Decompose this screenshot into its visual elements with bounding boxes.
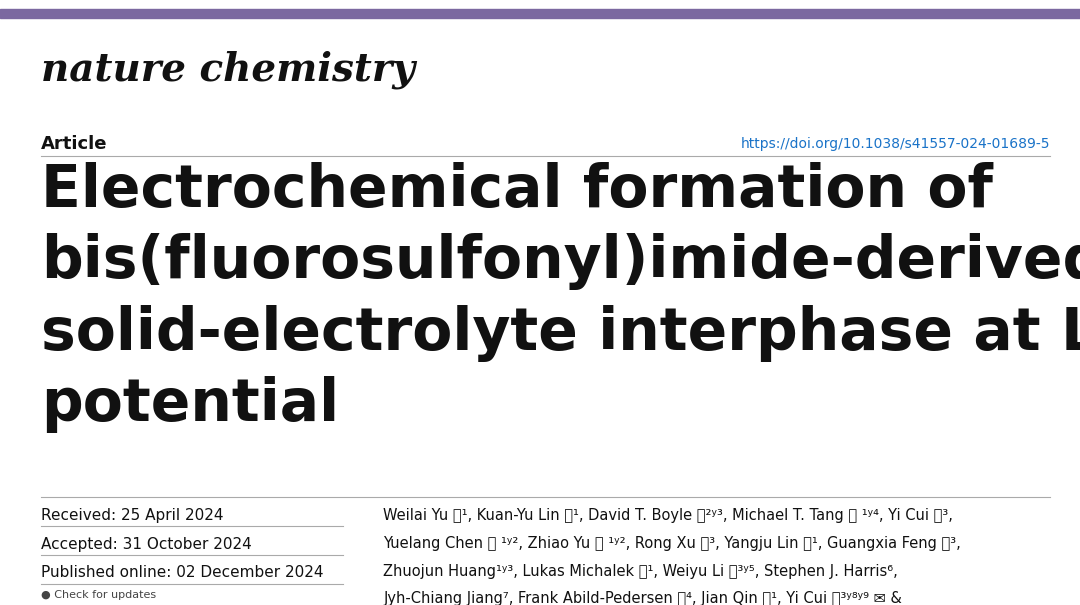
Text: Weilai Yu ⓘ¹, Kuan-Yu Lin ⓘ¹, David T. Boyle ⓘ²ʸ³, Michael T. Tang ⓘ ¹ʸ⁴, Yi Cui: Weilai Yu ⓘ¹, Kuan-Yu Lin ⓘ¹, David T. B… [383, 508, 954, 523]
Text: Article: Article [41, 135, 108, 153]
Text: Jyh-Chiang Jiang⁷, Frank Abild-Pedersen ⓘ⁴, Jian Qin ⓘ¹, Yi Cui ⓘ³ʸ⁸ʸ⁹ ✉ &: Jyh-Chiang Jiang⁷, Frank Abild-Pedersen … [383, 592, 902, 605]
Text: solid-electrolyte interphase at Li-metal: solid-electrolyte interphase at Li-metal [41, 305, 1080, 362]
Text: Received: 25 April 2024: Received: 25 April 2024 [41, 508, 224, 523]
Text: nature chemistry: nature chemistry [41, 50, 415, 89]
Text: Zhuojun Huang¹ʸ³, Lukas Michalek ⓘ¹, Weiyu Li ⓘ³ʸ⁵, Stephen J. Harris⁶,: Zhuojun Huang¹ʸ³, Lukas Michalek ⓘ¹, Wei… [383, 564, 899, 578]
Bar [0, 9, 1080, 18]
Text: Electrochemical formation of: Electrochemical formation of [41, 162, 993, 219]
Text: Published online: 02 December 2024: Published online: 02 December 2024 [41, 566, 324, 580]
Text: ● Check for updates: ● Check for updates [41, 590, 157, 600]
Text: Accepted: 31 October 2024: Accepted: 31 October 2024 [41, 537, 252, 552]
Text: Yuelang Chen ⓘ ¹ʸ², Zhiao Yu ⓘ ¹ʸ², Rong Xu ⓘ³, Yangju Lin ⓘ¹, Guangxia Feng ⓘ³,: Yuelang Chen ⓘ ¹ʸ², Zhiao Yu ⓘ ¹ʸ², Rong… [383, 536, 961, 551]
Text: potential: potential [41, 376, 339, 433]
Text: https://doi.org/10.1038/s41557-024-01689-5: https://doi.org/10.1038/s41557-024-01689… [740, 137, 1050, 151]
Text: bis(fluorosulfonyl)imide-derived: bis(fluorosulfonyl)imide-derived [41, 234, 1080, 290]
